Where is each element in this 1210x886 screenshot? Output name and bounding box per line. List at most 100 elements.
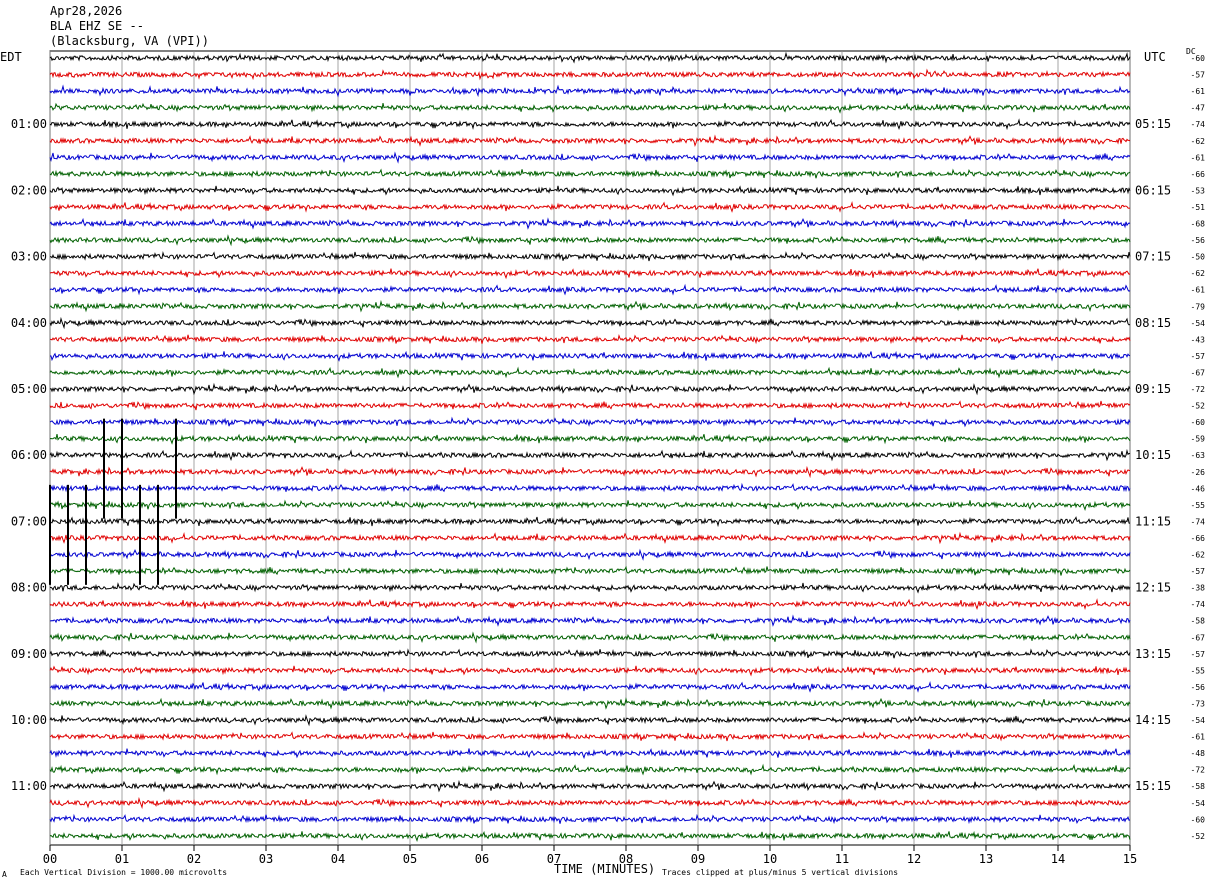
plot-frame	[49, 50, 1131, 846]
dc-offset-label: -67	[1191, 368, 1206, 377]
x-axis-title: TIME (MINUTES)	[554, 862, 656, 876]
dc-offset-label: -67	[1191, 633, 1206, 642]
left-hour-label: 09:00	[11, 647, 47, 661]
left-hour-label: 08:00	[11, 581, 47, 595]
seismic-trace	[49, 234, 1131, 247]
dc-offset-label: -53	[1191, 186, 1206, 195]
x-tick-label: 07	[547, 852, 561, 866]
seismic-trace	[49, 134, 1131, 148]
x-tick-label: 13	[979, 852, 993, 866]
dc-offset-label: -57	[1191, 71, 1206, 80]
clip-note: Traces clipped at plus/minus 5 vertical …	[662, 868, 899, 877]
seismic-trace	[49, 680, 1131, 693]
scale-note: Each Vertical Division = 1000.00 microvo…	[20, 868, 228, 877]
seismic-trace	[49, 779, 1131, 793]
right-timezone-label: UTC	[1144, 50, 1166, 64]
dc-offset-label: -26	[1191, 468, 1206, 477]
right-hour-label: 07:15	[1135, 250, 1171, 264]
dc-offset-label: -47	[1191, 104, 1206, 113]
dc-offset-label: -57	[1191, 352, 1206, 361]
dc-offset-label: -66	[1191, 534, 1206, 543]
dc-offset-label: -46	[1191, 484, 1206, 493]
dc-offset-label: -55	[1191, 501, 1206, 510]
seismic-trace	[49, 748, 1131, 760]
seismic-trace	[49, 813, 1131, 825]
dc-offset-label: -57	[1191, 567, 1206, 576]
seismic-trace	[49, 350, 1131, 362]
left-hour-label: 01:00	[11, 117, 47, 131]
x-tick-label: 11	[835, 852, 849, 866]
dc-offset-label: -72	[1191, 766, 1206, 775]
seismic-trace	[49, 283, 1131, 296]
dc-offset-label: -54	[1191, 716, 1206, 725]
dc-offset-label: -54	[1191, 319, 1206, 328]
dc-offset-label: -50	[1191, 253, 1206, 262]
seismic-trace	[49, 648, 1131, 659]
dc-offset-label: -73	[1191, 699, 1206, 708]
right-hour-label: 09:15	[1135, 382, 1171, 396]
left-hour-label: 07:00	[11, 514, 47, 528]
dc-offset-label: -54	[1191, 799, 1206, 808]
dc-offset-label: -56	[1191, 683, 1206, 692]
x-tick-label: 08	[619, 852, 633, 866]
seismic-trace	[49, 51, 1131, 64]
dc-offset-label: -57	[1191, 650, 1206, 659]
dc-offset-label: -48	[1191, 749, 1206, 758]
seismic-trace	[49, 499, 1131, 511]
left-hour-label: 03:00	[11, 250, 47, 264]
dc-offset-label: -74	[1191, 600, 1206, 609]
x-tick-label: 03	[259, 852, 273, 866]
dc-offset-label: -74	[1191, 120, 1206, 129]
seismic-trace	[49, 251, 1131, 262]
seismic-trace	[49, 151, 1131, 164]
dc-offset-label: -52	[1191, 402, 1206, 411]
dc-offset-label: -60	[1191, 54, 1206, 63]
right-hour-label: 12:15	[1135, 581, 1171, 595]
seismic-trace	[49, 382, 1131, 396]
dc-offset-label: -63	[1191, 451, 1206, 460]
seismic-trace	[49, 731, 1131, 742]
right-hour-label: 10:15	[1135, 448, 1171, 462]
seismic-trace	[49, 830, 1131, 842]
left-hour-label: 10:00	[11, 713, 47, 727]
dc-offset-label: -72	[1191, 385, 1206, 394]
right-hour-label: 15:15	[1135, 779, 1171, 793]
seismic-trace	[49, 482, 1131, 493]
seismic-trace	[49, 582, 1131, 594]
seismic-trace	[49, 714, 1131, 727]
dc-offset-label: -60	[1191, 418, 1206, 427]
dc-offset-label: -51	[1191, 203, 1206, 212]
seismic-trace	[49, 465, 1131, 479]
x-tick-label: 01	[115, 852, 129, 866]
x-tick-label: 04	[331, 852, 345, 866]
seismic-trace	[49, 598, 1131, 611]
dc-offset-label: -59	[1191, 435, 1206, 444]
dc-offset-header: DC	[1186, 47, 1196, 56]
dc-offset-label: -62	[1191, 551, 1206, 560]
seismic-trace	[50, 333, 1131, 345]
left-hour-label: 06:00	[11, 448, 47, 462]
left-hour-label: 04:00	[11, 316, 47, 330]
dc-offset-label: -60	[1191, 815, 1206, 824]
dc-offset-label: -52	[1191, 832, 1206, 841]
dc-offset-label: -55	[1191, 666, 1206, 675]
seismic-trace	[49, 433, 1131, 445]
dc-offset-label: -58	[1191, 617, 1206, 626]
seismic-trace	[49, 697, 1131, 710]
x-tick-label: 09	[691, 852, 705, 866]
seismic-trace	[49, 796, 1131, 810]
right-hour-label: 11:15	[1135, 514, 1171, 528]
dc-offset-label: -68	[1191, 220, 1206, 229]
dc-offset-label: -58	[1191, 782, 1206, 791]
seismic-trace	[49, 168, 1131, 179]
seismic-trace	[49, 516, 1131, 528]
seismic-trace	[49, 400, 1131, 411]
seismic-trace	[49, 416, 1131, 428]
x-tick-label: 15	[1123, 852, 1137, 866]
x-tick-label: 10	[763, 852, 777, 866]
seismic-trace	[49, 316, 1131, 330]
right-hour-label: 06:15	[1135, 183, 1171, 197]
left-hour-label: 02:00	[11, 183, 47, 197]
right-hour-label: 13:15	[1135, 647, 1171, 661]
seismic-trace	[49, 614, 1131, 627]
